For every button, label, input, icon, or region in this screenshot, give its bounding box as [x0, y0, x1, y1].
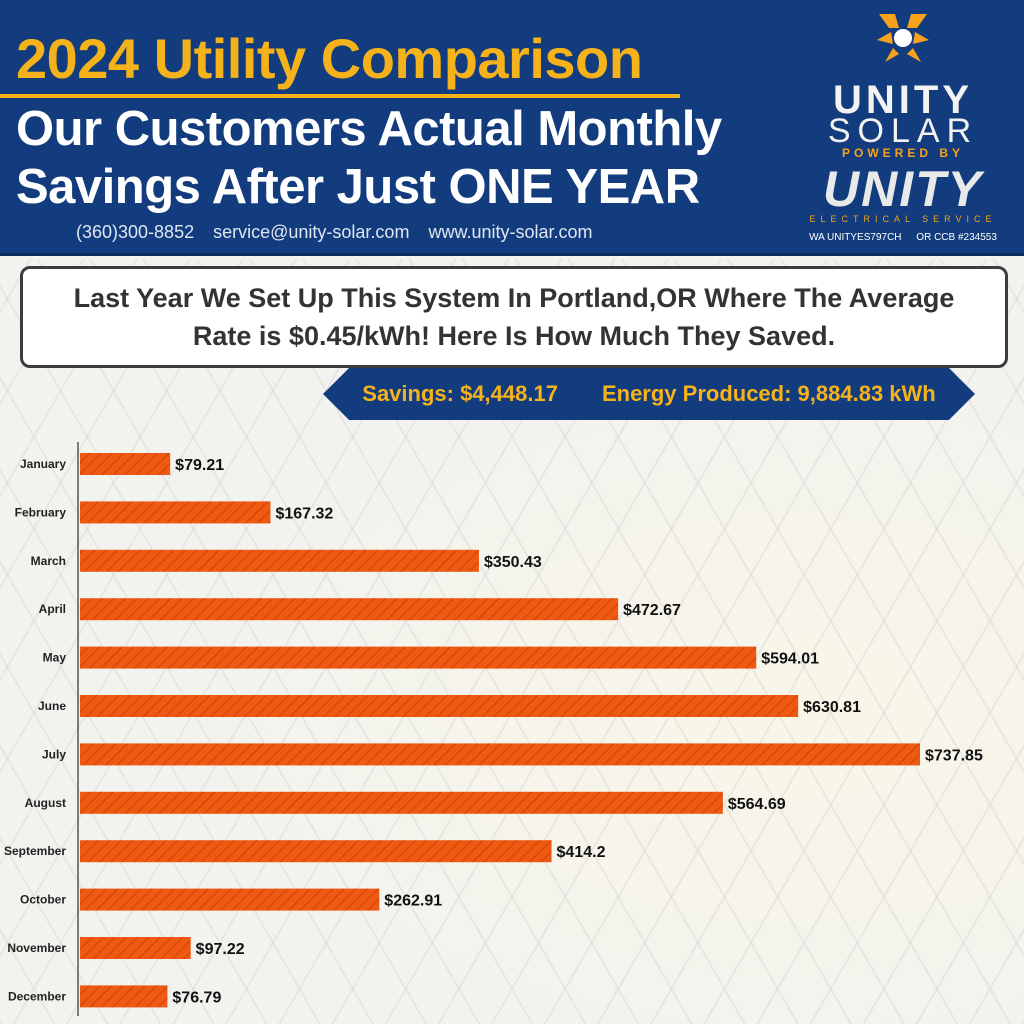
month-label: March	[31, 554, 66, 568]
bar-february	[80, 501, 271, 524]
value-label: $414.2	[557, 844, 606, 861]
month-label: June	[38, 699, 66, 713]
value-label: $262.91	[384, 893, 442, 910]
logo-unity-text: UNITY	[833, 78, 973, 122]
logo-solar-text: SOLAR	[827, 112, 979, 150]
contact-info: (360)300-8852 service@unity-solar.com ww…	[76, 222, 607, 243]
value-label: $167.32	[275, 505, 333, 522]
value-label: $737.85	[925, 747, 983, 764]
sun-icon	[877, 14, 929, 62]
bar-july	[80, 743, 920, 766]
bar-june	[80, 695, 799, 717]
bar-april	[80, 598, 619, 621]
month-label: April	[39, 602, 66, 616]
bar-march	[80, 549, 479, 572]
website-url: www.unity-solar.com	[428, 222, 593, 242]
value-label: $76.79	[172, 989, 221, 1006]
month-label: October	[20, 893, 66, 907]
bar-may	[80, 646, 757, 669]
value-label: $97.22	[196, 941, 245, 958]
value-label: $630.81	[803, 699, 861, 716]
title-underline	[0, 94, 680, 98]
month-label: August	[25, 796, 66, 810]
header-banner: 2024 Utility Comparison Our Customers Ac…	[0, 0, 1024, 256]
logo-brand: UNITY	[823, 161, 983, 217]
bar-january	[80, 453, 171, 475]
bar-september	[80, 840, 552, 863]
page-title: 2024 Utility Comparison	[16, 27, 643, 90]
bars-group: January $79.21 February $167.32 March $350.43…	[4, 453, 983, 1008]
unity-solar-logo: UNITY SOLAR POWERED BY UNITY ELECTRICAL …	[790, 8, 1016, 248]
value-label: $594.01	[761, 651, 819, 668]
value-label: $564.69	[728, 796, 786, 813]
value-label: $79.21	[175, 457, 224, 474]
savings-total: Savings: $4,448.17	[362, 381, 558, 406]
bar-october	[80, 888, 380, 911]
bar-december	[80, 985, 168, 1008]
bar-november	[80, 937, 191, 959]
bar-august	[80, 791, 723, 814]
value-label: $472.67	[623, 602, 681, 619]
phone-number: (360)300-8852	[76, 222, 195, 242]
value-label: $350.43	[484, 554, 542, 571]
month-label: January	[20, 457, 66, 471]
month-label: November	[7, 941, 66, 955]
license-wa: WA UNITYES797CH	[809, 232, 902, 243]
license-numbers: WA UNITYES797CH OR CCB #234553	[790, 232, 1016, 243]
callout-box: Last Year We Set Up This System In Portl…	[20, 266, 1008, 368]
summary-banner: Savings: $4,448.17 Energy Produced: 9,88…	[323, 368, 975, 420]
license-or: OR CCB #234553	[916, 232, 997, 243]
logo-tagline: ELECTRICAL SERVICE	[809, 214, 997, 224]
savings-bar-chart: January $79.21 February $167.32 March $350.43…	[4, 442, 983, 1016]
month-label: September	[4, 844, 66, 858]
logo-powered-by: POWERED BY	[841, 146, 964, 160]
month-label: May	[43, 651, 67, 665]
energy-total: Energy Produced: 9,884.83 kWh	[601, 381, 936, 406]
month-label: December	[8, 989, 66, 1003]
month-label: July	[42, 747, 66, 761]
month-label: February	[15, 505, 67, 519]
email-address: service@unity-solar.com	[213, 222, 410, 242]
page-subtitle: Our Customers Actual Monthly Savings Aft…	[16, 102, 722, 214]
